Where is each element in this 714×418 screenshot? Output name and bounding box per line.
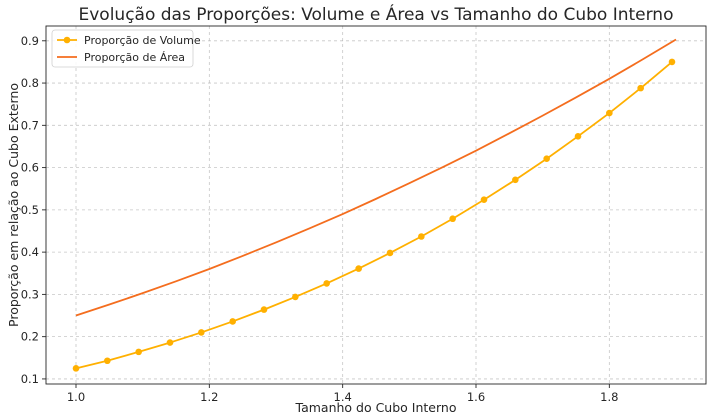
legend-label: Proporção de Volume [84, 34, 201, 47]
y-tick-label: 0.1 [21, 372, 39, 386]
y-tick-label: 0.4 [21, 245, 39, 259]
y-tick-label: 0.5 [21, 203, 39, 217]
x-tick-label: 1.6 [467, 390, 485, 404]
y-tick-label: 0.9 [21, 34, 39, 48]
data-point [512, 176, 519, 184]
series-line-2 [75, 38, 677, 317]
data-point [72, 365, 80, 372]
axes-frame [45, 25, 707, 385]
data-point [198, 329, 205, 336]
x-tick-label: 1.2 [200, 390, 218, 404]
legend-marker [63, 36, 71, 44]
legend-label: Proporção de Área [84, 51, 185, 64]
data-point [418, 233, 425, 240]
data-point [292, 293, 299, 301]
y-tick-label: 0.3 [21, 287, 39, 301]
data-point [104, 357, 111, 365]
legend-box [51, 29, 194, 68]
data-point [543, 155, 550, 163]
plot-area [72, 38, 677, 372]
data-point [606, 109, 613, 117]
x-axis-label: Tamanho do Cubo Interno [295, 400, 457, 415]
data-point [260, 306, 268, 313]
x-tick-label: 1.8 [600, 390, 618, 404]
data-point [668, 58, 676, 66]
y-axis-label: Proporção em relação ao Cubo Externo [6, 83, 21, 327]
data-point [323, 280, 330, 287]
data-point [229, 318, 236, 325]
y-tick-label: 0.2 [21, 330, 39, 344]
legend: Proporção de Volume Proporção de Área [51, 29, 201, 68]
y-tick-label: 0.7 [21, 118, 39, 132]
y-tick-label: 0.6 [21, 161, 39, 175]
chart-title: Evolução das Proporções: Volume e Área v… [79, 3, 674, 25]
series-line-1 [75, 61, 673, 370]
x-tick-label: 1.4 [334, 390, 352, 404]
data-point [135, 348, 142, 356]
data-point [355, 265, 362, 272]
data-point [480, 196, 488, 204]
data-point [637, 84, 644, 92]
data-point [449, 215, 456, 223]
y-tick-label: 0.8 [21, 76, 39, 90]
x-tick-label: 1.0 [67, 390, 85, 404]
data-point [166, 339, 174, 346]
data-point [386, 249, 394, 257]
ticks: 1.0 1.2 1.4 1.6 1.8 0.1 0.2 0.3 0.4 0.5 0.6 0.7 0.8 0… [21, 34, 619, 404]
data-point [574, 133, 582, 140]
